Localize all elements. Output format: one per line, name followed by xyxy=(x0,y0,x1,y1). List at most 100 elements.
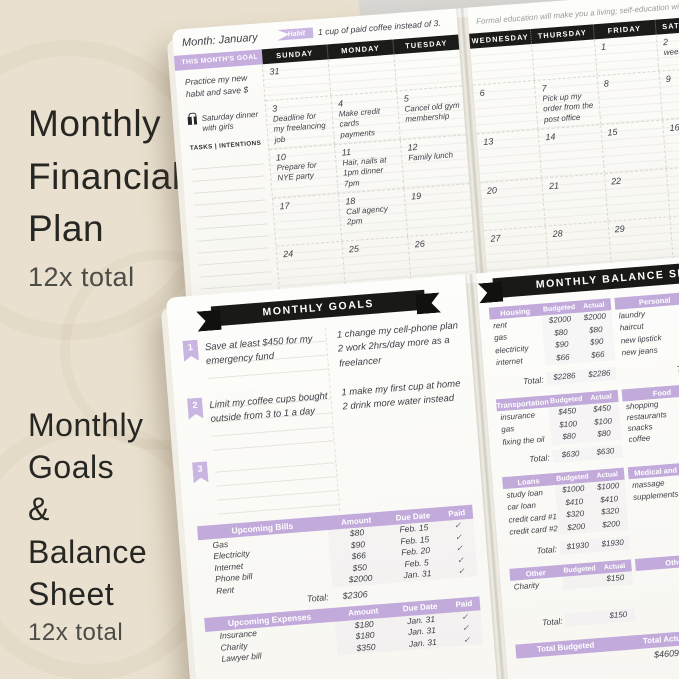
total-budgeted-value: $2286 xyxy=(546,369,583,386)
balance-total-row: Total: $150 xyxy=(513,608,636,631)
caption-line: Financial xyxy=(28,155,181,197)
day-note: Deadline for my freelancing job xyxy=(272,111,326,145)
row-paid-check: ✓ xyxy=(450,632,484,647)
monthly-calendar-spread: Month: January Habit 1 cup of paid coffe… xyxy=(172,0,679,302)
date-number: 31 xyxy=(269,66,280,77)
date-number xyxy=(476,47,529,61)
event-note-row: Saturday dinner with girls xyxy=(187,109,260,135)
goal-action-list xyxy=(334,438,472,512)
bills-total-value: $2306 xyxy=(342,588,368,601)
goal-text: Limit my coffee cups bought outside from… xyxy=(208,385,335,455)
calendar-right-page: Formal education will make you a living;… xyxy=(467,0,679,280)
calendar-left-page: Month: January Habit 1 cup of paid coffe… xyxy=(172,8,477,302)
date-number: 28 xyxy=(552,228,564,240)
calendar-day-cell: 17 xyxy=(272,193,342,247)
date-number: 16 xyxy=(669,121,679,133)
calendar-day-cell xyxy=(531,39,597,80)
date-number xyxy=(539,43,592,57)
calendar-day-cell: 16 xyxy=(661,115,679,168)
balance-row-label: credit card #2 xyxy=(509,524,559,538)
table-column-header: Paid xyxy=(455,598,473,610)
day-note: Hair, nails at 1pm dinner 7pm xyxy=(342,155,387,189)
total-budgeted-value: $630 xyxy=(552,447,590,464)
balance-columns: Housing Budgeted Actual rent $2000 $2000 gas $8… xyxy=(488,286,679,641)
balance-row-label: fixing the oil xyxy=(502,434,545,447)
day-note: Make credit cards payments xyxy=(338,106,381,140)
spacer xyxy=(620,369,676,373)
actual-column-header: Actual xyxy=(582,301,605,310)
left-caption-panel: Monthly Financial Plan 12x total Monthly… xyxy=(0,0,180,679)
balance-actual-value: $150 xyxy=(597,571,633,587)
calendar-day-cell xyxy=(665,164,679,217)
date-number xyxy=(673,167,679,181)
total-label: Total: xyxy=(536,543,558,556)
spacer xyxy=(501,458,529,460)
monthly-goals-page: MONTHLY GOALS 1 Save at least $450 for my… xyxy=(166,274,499,679)
date-number: 9 xyxy=(665,73,672,85)
calendar-day-cell: 31 xyxy=(262,59,331,101)
calendar-day-cell: 3 Deadline for my freelancing job xyxy=(265,96,334,149)
calendar-day-cell: 13 xyxy=(476,129,542,182)
calendar-day-cell: 19 xyxy=(403,183,473,237)
budgeted-column-header: Budgeted xyxy=(549,395,583,405)
calendar-day-cell: 7 Pick up my order from the post office xyxy=(534,76,600,129)
actual-column-header: Actual xyxy=(603,562,626,571)
goal-number-flag: 2 xyxy=(187,397,204,419)
ruled-lines xyxy=(190,152,273,297)
balance-section: Loans Budgeted Actual study loan $1000 $1000 c… xyxy=(502,467,631,569)
spacer xyxy=(495,381,523,383)
balance-budgeted-value: $200 xyxy=(557,519,595,535)
date-number: 20 xyxy=(486,184,498,196)
balance-actual-value: $80 xyxy=(586,426,622,442)
spacer xyxy=(508,550,536,552)
day-note: Call agency 2pm xyxy=(345,203,389,227)
goal-text xyxy=(213,449,340,521)
budgeted-column-header: Budgeted xyxy=(563,564,596,575)
day-note: Cancel old gym membership xyxy=(404,100,460,125)
calendar-day-cell: 8 xyxy=(596,71,662,124)
balance-total-row: Total: $1930 $1930 xyxy=(508,536,631,559)
calendar-day-cell xyxy=(393,49,462,91)
date-number: 29 xyxy=(614,223,626,235)
actual-column-header: Actual xyxy=(590,392,613,402)
caption-line: Monthly xyxy=(28,407,144,443)
calendar-day-cell: 5 Cancel old gym membership xyxy=(396,86,466,139)
day-note: Pick up my order from the post office xyxy=(542,91,594,125)
date-number xyxy=(335,58,392,72)
calendar-day-cell: 4 Make credit cards payments xyxy=(330,91,400,144)
date-number xyxy=(401,53,458,67)
budgeted-column-header: Budgeted xyxy=(555,472,589,483)
balance-section: Medical and HealthBudgetedActualmassages… xyxy=(627,455,679,559)
calendar-day-cell: 22 xyxy=(603,168,670,222)
habit-flag-icon: Habit xyxy=(276,27,313,41)
calendar-day-cell: 11 Hair, nails at 1pm dinner 7pm xyxy=(334,139,404,193)
date-number: 19 xyxy=(410,190,422,202)
spacer xyxy=(514,622,542,624)
calendar-day-cell: 9 xyxy=(658,66,679,120)
date-number: 25 xyxy=(348,243,360,255)
month-goal-note: Practice my new habit and save $ xyxy=(184,72,249,100)
total-label: Total: xyxy=(522,374,544,386)
date-number: 15 xyxy=(607,126,618,138)
caption-subtitle: 12x total xyxy=(28,619,124,647)
calendar-day-cell: 10 Prepare for NYE party xyxy=(269,144,338,198)
total-actual-value: $2286 xyxy=(581,366,617,383)
balance-total-row: Total: $2286 $2286 xyxy=(494,366,617,390)
spacer xyxy=(626,447,679,451)
calendar-day-cell: 12 Family lunch xyxy=(399,135,470,188)
balance-total-row: Total: $630 $630 xyxy=(500,444,623,468)
goal-number-flag: 1 xyxy=(182,340,199,362)
goals-balance-spread: MONTHLY GOALS 1 Save at least $450 for my… xyxy=(166,250,679,679)
calendar-day-cell: 20 xyxy=(480,178,545,231)
balance-section: Other Budgeted Actual Charity $150 Total: $150 xyxy=(509,559,636,640)
total-budgeted-value: $1930 xyxy=(559,539,597,555)
monthly-goals-banner: MONTHLY GOALS xyxy=(210,289,426,327)
total-actual-value: $1930 xyxy=(595,536,631,553)
date-number: 14 xyxy=(544,131,556,143)
balance-actual-value: $66 xyxy=(580,347,616,363)
balance-row-label: Charity xyxy=(513,580,540,592)
date-number: 17 xyxy=(279,200,290,211)
calendar-day-cell: 15 xyxy=(599,120,666,173)
goal-text: Save at least $450 for my emergency fund xyxy=(204,327,330,391)
